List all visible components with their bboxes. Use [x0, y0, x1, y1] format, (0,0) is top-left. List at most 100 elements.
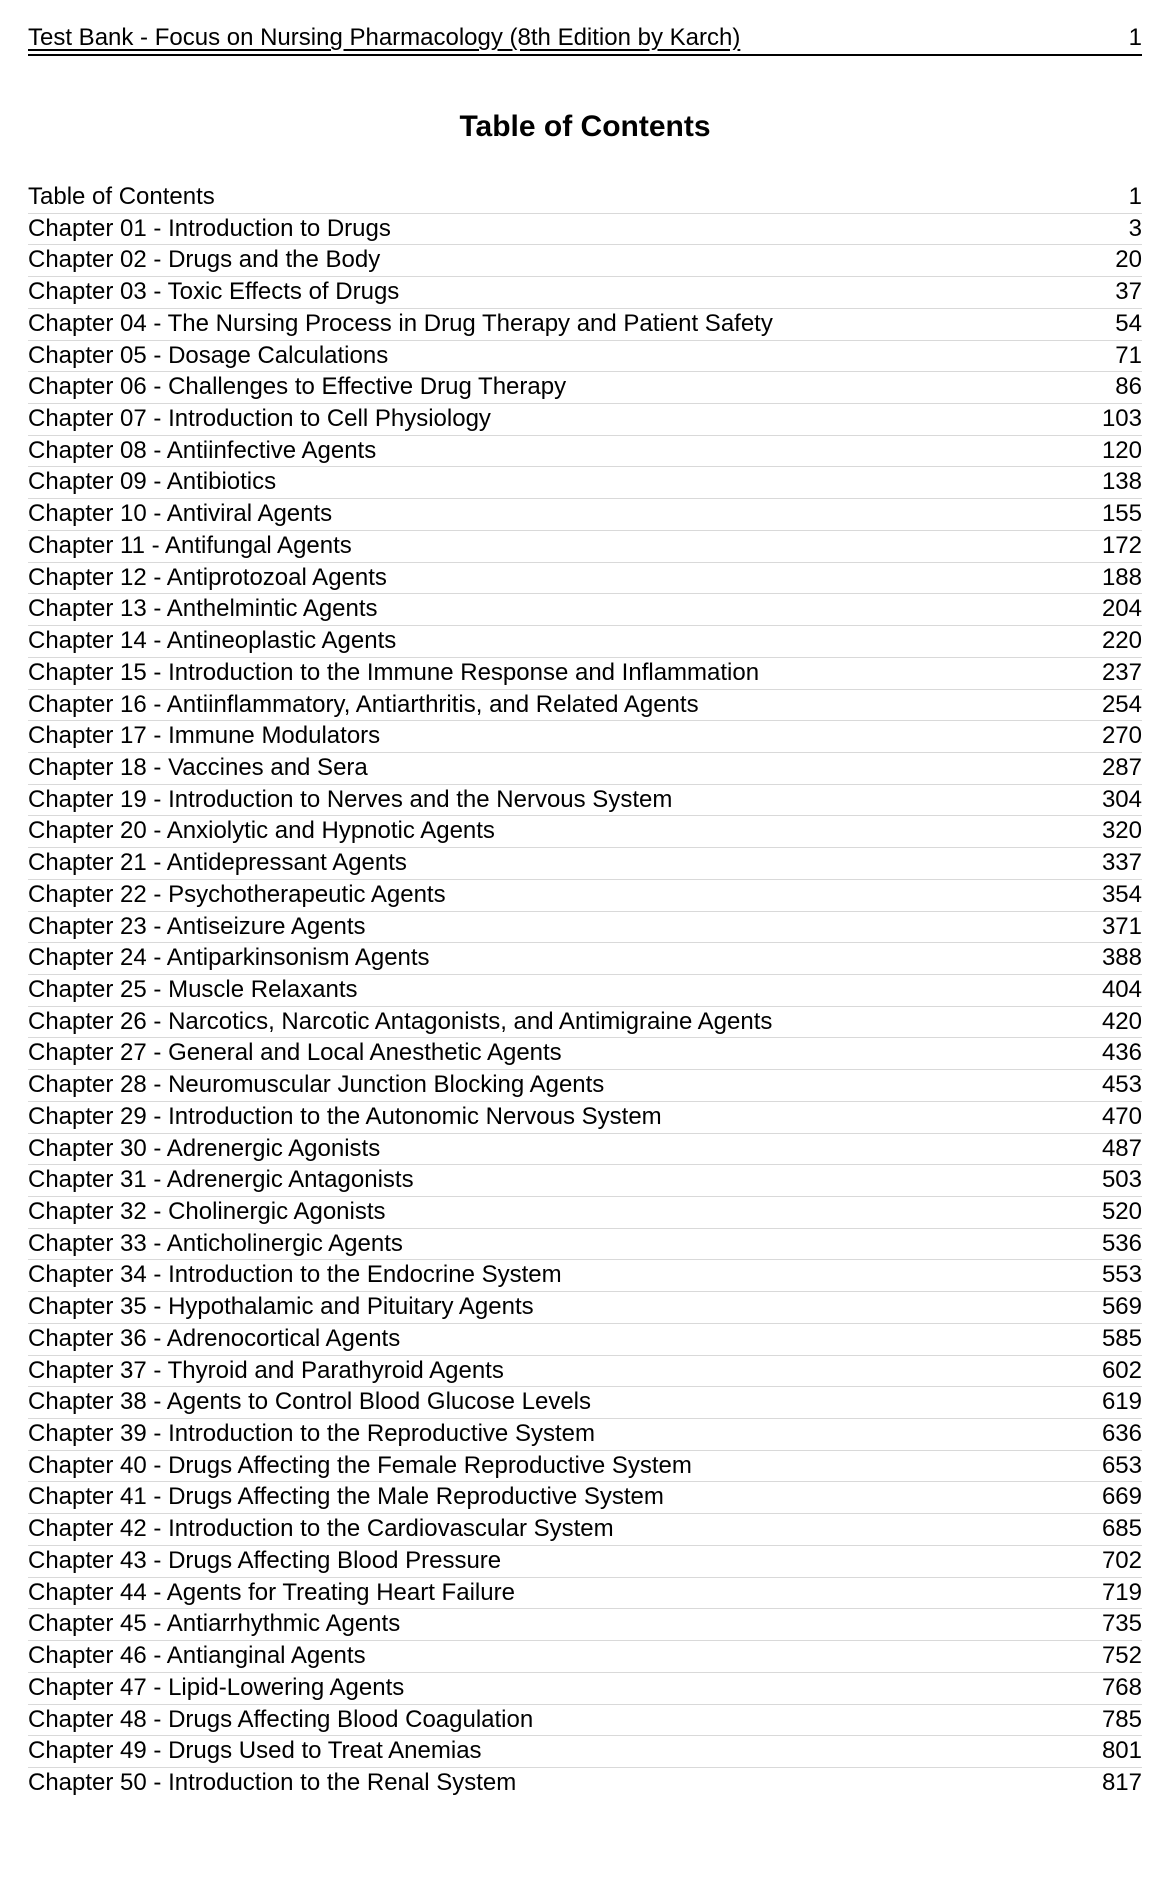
toc-row: Chapter 24 - Antiparkinsonism Agents388 [28, 943, 1142, 975]
toc-row: Chapter 13 - Anthelmintic Agents 204 [28, 594, 1142, 626]
toc-entry-page: 237 [1082, 658, 1142, 689]
toc-entry-page: 287 [1082, 753, 1142, 784]
toc-entry-page: 86 [1082, 372, 1142, 403]
toc-entry-page: 337 [1082, 848, 1142, 879]
toc-row: Chapter 38 - Agents to Control Blood Glu… [28, 1387, 1142, 1419]
toc-row: Chapter 22 - Psychotherapeutic Agents 354 [28, 880, 1142, 912]
toc-entry-label: Chapter 01 - Introduction to Drugs [28, 214, 415, 245]
toc-row: Chapter 25 - Muscle Relaxants404 [28, 975, 1142, 1007]
toc-row: Chapter 15 - Introduction to the Immune … [28, 658, 1142, 690]
toc-entry-label: Chapter 05 - Dosage Calculations [28, 341, 412, 372]
toc-row: Chapter 48 - Drugs Affecting Blood Coagu… [28, 1705, 1142, 1737]
toc-entry-label: Chapter 07 - Introduction to Cell Physio… [28, 404, 515, 435]
toc-entry-label: Chapter 02 - Drugs and the Body [28, 245, 404, 276]
toc-entry-page: 54 [1082, 309, 1142, 340]
toc-entry-label: Chapter 39 - Introduction to the Reprodu… [28, 1419, 619, 1450]
toc-entry-page: 138 [1082, 467, 1142, 498]
toc-row: Chapter 31 - Adrenergic Antagonists503 [28, 1165, 1142, 1197]
toc-row: Chapter 37 - Thyroid and Parathyroid Age… [28, 1356, 1142, 1388]
toc-row: Chapter 12 - Antiprotozoal Agents188 [28, 563, 1142, 595]
toc-entry-page: 553 [1082, 1260, 1142, 1291]
toc-row: Chapter 02 - Drugs and the Body20 [28, 245, 1142, 277]
toc-entry-page: 536 [1082, 1229, 1142, 1260]
toc-entry-label: Chapter 48 - Drugs Affecting Blood Coagu… [28, 1705, 557, 1736]
toc-row: Chapter 03 - Toxic Effects of Drugs37 [28, 277, 1142, 309]
toc-entry-page: 204 [1082, 594, 1142, 625]
toc-entry-page: 320 [1082, 816, 1142, 847]
toc-entry-page: 735 [1082, 1609, 1142, 1640]
toc-entry-page: 520 [1082, 1197, 1142, 1228]
toc-entry-page: 817 [1082, 1768, 1142, 1799]
header-title: Test Bank - Focus on Nursing Pharmacolog… [28, 24, 740, 52]
toc-entry-label: Chapter 43 - Drugs Affecting Blood Press… [28, 1546, 525, 1577]
toc-entry-label: Chapter 25 - Muscle Relaxants [28, 975, 381, 1006]
toc-row: Chapter 28 - Neuromuscular Junction Bloc… [28, 1070, 1142, 1102]
toc-row: Chapter 10 - Antiviral Agents155 [28, 499, 1142, 531]
toc-entry-page: 719 [1082, 1578, 1142, 1609]
toc-entry-page: 636 [1082, 1419, 1142, 1450]
toc-row: Chapter 30 - Adrenergic Agonists487 [28, 1134, 1142, 1166]
toc-entry-page: 354 [1082, 880, 1142, 911]
toc-entry-label: Chapter 15 - Introduction to the Immune … [28, 658, 783, 689]
toc-entry-label: Chapter 03 - Toxic Effects of Drugs [28, 277, 423, 308]
toc-entry-page: 270 [1082, 721, 1142, 752]
toc-entry-page: 420 [1082, 1007, 1142, 1038]
toc-entry-label: Chapter 22 - Psychotherapeutic Agents [28, 880, 470, 911]
toc-row: Chapter 29 - Introduction to the Autonom… [28, 1102, 1142, 1134]
toc-entry-page: 470 [1082, 1102, 1142, 1133]
toc-row: Chapter 11 - Antifungal Agents172 [28, 531, 1142, 563]
toc-entry-label: Chapter 46 - Antianginal Agents [28, 1641, 390, 1672]
toc-entry-page: 752 [1082, 1641, 1142, 1672]
header-page-number: 1 [1129, 24, 1142, 52]
toc-entry-label: Chapter 28 - Neuromuscular Junction Bloc… [28, 1070, 628, 1101]
toc-heading: Table of Contents [28, 110, 1142, 144]
toc-entry-label: Chapter 04 - The Nursing Process in Drug… [28, 309, 797, 340]
toc-entry-page: 487 [1082, 1134, 1142, 1165]
toc-row: Chapter 42 - Introduction to the Cardiov… [28, 1514, 1142, 1546]
toc-entry-page: 188 [1082, 563, 1142, 594]
toc-entry-page: 436 [1082, 1038, 1142, 1069]
toc-entry-page: 71 [1082, 341, 1142, 372]
toc-entry-label: Chapter 44 - Agents for Treating Heart F… [28, 1578, 539, 1609]
toc-row: Chapter 46 - Antianginal Agents 752 [28, 1641, 1142, 1673]
toc-entry-label: Chapter 36 - Adrenocortical Agents [28, 1324, 424, 1355]
toc-row: Chapter 14 - Antineoplastic Agents220 [28, 626, 1142, 658]
toc-entry-page: 702 [1082, 1546, 1142, 1577]
toc-row: Chapter 21 - Antidepressant Agents337 [28, 848, 1142, 880]
toc-entry-label: Chapter 10 - Antiviral Agents [28, 499, 356, 530]
toc-entry-label: Chapter 47 - Lipid-Lowering Agents [28, 1673, 428, 1704]
toc-entry-page: 801 [1082, 1736, 1142, 1767]
toc-row: Chapter 47 - Lipid-Lowering Agents 768 [28, 1673, 1142, 1705]
toc-entry-label: Chapter 26 - Narcotics, Narcotic Antagon… [28, 1007, 796, 1038]
toc-row: Chapter 43 - Drugs Affecting Blood Press… [28, 1546, 1142, 1578]
toc-entry-label: Chapter 20 - Anxiolytic and Hypnotic Age… [28, 816, 519, 847]
toc-list: Table of Contents1Chapter 01 - Introduct… [28, 182, 1142, 1799]
toc-row: Chapter 19 - Introduction to Nerves and … [28, 785, 1142, 817]
toc-entry-label: Chapter 45 - Antiarrhythmic Agents [28, 1609, 424, 1640]
toc-row: Chapter 44 - Agents for Treating Heart F… [28, 1578, 1142, 1610]
toc-entry-label: Chapter 50 - Introduction to the Renal S… [28, 1768, 540, 1799]
toc-row: Chapter 41 - Drugs Affecting the Male Re… [28, 1482, 1142, 1514]
toc-entry-page: 103 [1082, 404, 1142, 435]
toc-row: Chapter 20 - Anxiolytic and Hypnotic Age… [28, 816, 1142, 848]
toc-entry-page: 685 [1082, 1514, 1142, 1545]
toc-entry-page: 371 [1082, 912, 1142, 943]
toc-entry-page: 254 [1082, 690, 1142, 721]
toc-entry-label: Chapter 09 - Antibiotics [28, 467, 300, 498]
toc-row: Chapter 39 - Introduction to the Reprodu… [28, 1419, 1142, 1451]
toc-entry-page: 304 [1082, 785, 1142, 816]
toc-entry-page: 585 [1082, 1324, 1142, 1355]
toc-entry-page: 120 [1082, 436, 1142, 467]
toc-entry-label: Chapter 29 - Introduction to the Autonom… [28, 1102, 686, 1133]
toc-entry-label: Chapter 35 - Hypothalamic and Pituitary … [28, 1292, 558, 1323]
toc-row: Chapter 36 - Adrenocortical Agents 585 [28, 1324, 1142, 1356]
toc-entry-label: Chapter 13 - Anthelmintic Agents [28, 594, 402, 625]
toc-entry-label: Chapter 17 - Immune Modulators [28, 721, 404, 752]
toc-entry-label: Chapter 11 - Antifungal Agents [28, 531, 376, 562]
toc-row: Chapter 26 - Narcotics, Narcotic Antagon… [28, 1007, 1142, 1039]
toc-row: Chapter 01 - Introduction to Drugs3 [28, 214, 1142, 246]
toc-row: Chapter 23 - Antiseizure Agents371 [28, 912, 1142, 944]
toc-row: Chapter 34 - Introduction to the Endocri… [28, 1260, 1142, 1292]
toc-entry-page: 768 [1082, 1673, 1142, 1704]
toc-row: Chapter 05 - Dosage Calculations 71 [28, 341, 1142, 373]
